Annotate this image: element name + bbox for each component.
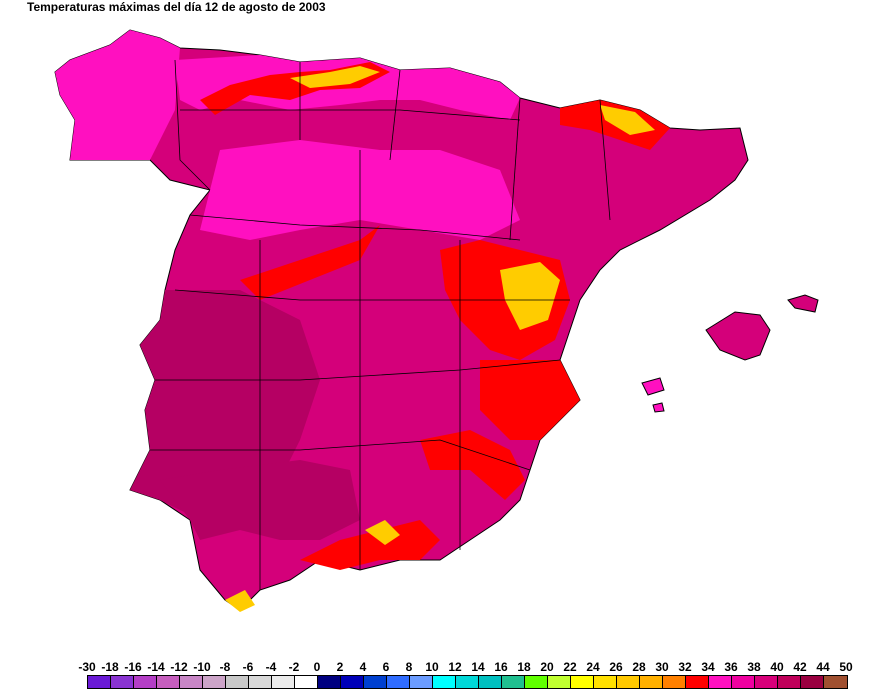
legend-swatch bbox=[479, 676, 502, 688]
legend-swatch bbox=[318, 676, 341, 688]
galicia-zone bbox=[55, 30, 180, 160]
legend-tick: 42 bbox=[793, 660, 807, 674]
legend-tick: 40 bbox=[770, 660, 784, 674]
legend-tick: 28 bbox=[632, 660, 646, 674]
legend-swatch bbox=[249, 676, 272, 688]
legend-tick: -8 bbox=[219, 660, 231, 674]
legend-swatch bbox=[686, 676, 709, 688]
formentera bbox=[652, 402, 665, 413]
legend-tick: 8 bbox=[405, 660, 413, 674]
legend-tick: -10 bbox=[193, 660, 211, 674]
page-title: Temperaturas máximas del día 12 de agost… bbox=[27, 0, 326, 14]
legend-swatch bbox=[364, 676, 387, 688]
legend-swatch bbox=[433, 676, 456, 688]
legend-tick: 16 bbox=[494, 660, 508, 674]
legend-swatch bbox=[755, 676, 778, 688]
legend-swatch bbox=[410, 676, 433, 688]
legend-swatch bbox=[732, 676, 755, 688]
legend-tick: 34 bbox=[701, 660, 715, 674]
legend-tick: 30 bbox=[655, 660, 669, 674]
legend-tick: 0 bbox=[313, 660, 321, 674]
legend-tick: -30 bbox=[78, 660, 96, 674]
betic-mild-zone bbox=[300, 520, 440, 570]
legend-swatch bbox=[226, 676, 249, 688]
betic-cool-zone bbox=[365, 520, 400, 545]
southwest-hot-zone bbox=[130, 290, 320, 520]
legend-swatch bbox=[111, 676, 134, 688]
legend-tick: 10 bbox=[425, 660, 439, 674]
legend-swatch bbox=[295, 676, 318, 688]
legend-tick: 44 bbox=[816, 660, 830, 674]
legend-tick: -6 bbox=[242, 660, 254, 674]
legend-tick: 18 bbox=[517, 660, 531, 674]
legend-swatch bbox=[88, 676, 111, 688]
legend-swatch bbox=[640, 676, 663, 688]
legend-tick-labels: -30 -18 -16 -14 -12 -10 -8 -6 -4 -2 0 2 4 6 8 10 12 14 16 1… bbox=[0, 660, 870, 676]
legend-tick: -2 bbox=[288, 660, 300, 674]
legend-swatch bbox=[134, 676, 157, 688]
legend-swatch bbox=[594, 676, 617, 688]
legend-tick: -16 bbox=[124, 660, 142, 674]
temperature-map bbox=[54, 29, 819, 612]
legend-swatch bbox=[180, 676, 203, 688]
legend-tick: 14 bbox=[471, 660, 485, 674]
southeast-mild-zone bbox=[420, 430, 525, 500]
cantabrian-mild-zone bbox=[290, 66, 380, 88]
legend-swatch bbox=[272, 676, 295, 688]
legend-tick: 22 bbox=[563, 660, 577, 674]
legend-swatch bbox=[801, 676, 824, 688]
legend-swatch bbox=[203, 676, 226, 688]
sistema-central-mild bbox=[240, 225, 380, 300]
legend-tick: 2 bbox=[336, 660, 344, 674]
legend-swatch bbox=[778, 676, 801, 688]
legend-tick: 50 bbox=[839, 660, 853, 674]
legend-tick: 4 bbox=[359, 660, 367, 674]
legend-tick: -18 bbox=[101, 660, 119, 674]
legend-tick: -4 bbox=[265, 660, 277, 674]
pyrenees-mild-zone bbox=[600, 105, 655, 135]
legend-tick: 38 bbox=[747, 660, 761, 674]
legend-tick: 6 bbox=[382, 660, 390, 674]
legend-swatch bbox=[824, 676, 847, 688]
legend-swatch bbox=[502, 676, 525, 688]
legend-tick: 36 bbox=[724, 660, 738, 674]
legend-swatch bbox=[525, 676, 548, 688]
legend-tick: 20 bbox=[540, 660, 554, 674]
legend-tick: 32 bbox=[678, 660, 692, 674]
legend-swatch bbox=[157, 676, 180, 688]
legend-swatch bbox=[341, 676, 364, 688]
legend-tick: -12 bbox=[170, 660, 188, 674]
legend-swatch bbox=[617, 676, 640, 688]
legend-swatch bbox=[548, 676, 571, 688]
legend-swatch bbox=[709, 676, 732, 688]
legend-color-bar bbox=[87, 675, 848, 689]
ibiza bbox=[641, 377, 665, 396]
legend-tick: -14 bbox=[147, 660, 165, 674]
legend-tick: 26 bbox=[609, 660, 623, 674]
mallorca bbox=[705, 311, 771, 361]
legend-swatch bbox=[387, 676, 410, 688]
gibraltar-cool-zone bbox=[225, 590, 255, 612]
legend-tick: 12 bbox=[448, 660, 462, 674]
iberian-system-cool bbox=[500, 262, 560, 330]
levante-mild-zone bbox=[480, 360, 580, 440]
legend-swatch bbox=[571, 676, 594, 688]
menorca bbox=[787, 294, 819, 313]
legend-tick: 24 bbox=[586, 660, 600, 674]
province-borders bbox=[150, 59, 611, 590]
legend-swatch bbox=[663, 676, 686, 688]
legend-swatch bbox=[456, 676, 479, 688]
